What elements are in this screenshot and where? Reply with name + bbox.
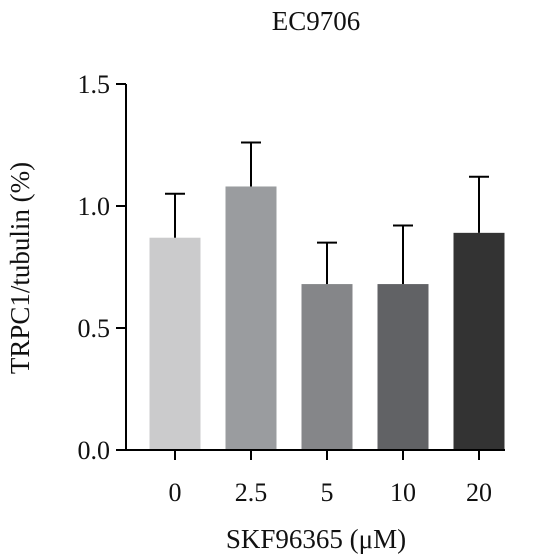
y-tick-label: 0.0	[78, 436, 111, 465]
bar-10	[377, 284, 429, 450]
bar-2-5	[225, 186, 277, 451]
y-tick-label: 1.5	[78, 70, 111, 99]
y-axis-label: TRPC1/tubulin (%)	[5, 162, 35, 374]
axes-layer: 0 2.5 5 10 20 0.0 0.5 1.0 1.5	[78, 70, 505, 507]
bar-5	[301, 284, 353, 450]
chart-title: EC9706	[272, 6, 361, 36]
x-tick-label: 2.5	[235, 478, 268, 507]
y-tick-label: 0.5	[78, 314, 111, 343]
y-tick-label: 1.0	[78, 192, 111, 221]
x-tick-label: 20	[466, 478, 492, 507]
x-tick-label: 5	[321, 478, 334, 507]
x-axis-label: SKF96365 (μM)	[226, 524, 406, 554]
bar-20	[453, 232, 505, 450]
bar-0	[149, 237, 201, 450]
x-tick-label: 10	[390, 478, 416, 507]
x-tick-label: 0	[169, 478, 182, 507]
bars-layer	[149, 141, 505, 451]
